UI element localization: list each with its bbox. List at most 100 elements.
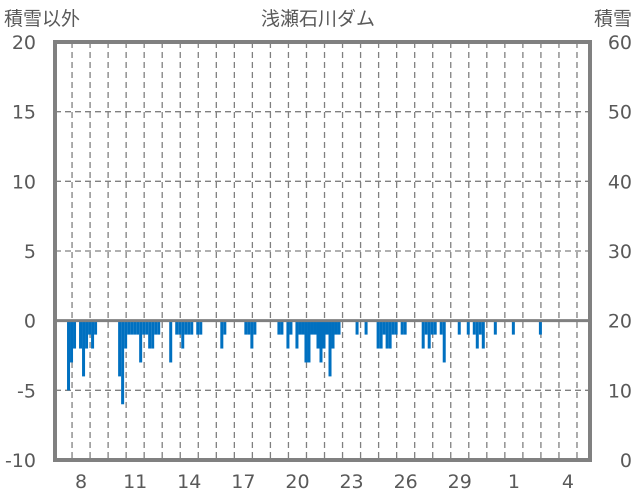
bar [94,320,98,335]
bar [493,320,497,335]
y-tick-label-left: 10 [12,171,36,193]
bar [220,320,224,349]
bar [385,320,389,349]
right-y-ticks: 60 50 40 30 20 10 0 [608,32,632,472]
bar [472,320,476,335]
bar [247,320,251,335]
bar [124,320,128,349]
bar [199,320,203,335]
x-tick-label: 20 [285,471,309,493]
bar [388,320,392,349]
bar [307,320,311,363]
left-axis-label: 積雪以外 [4,8,80,30]
plot-frame [53,40,592,462]
chart-title: 浅瀬石川ダム [261,8,375,30]
bar [376,320,380,349]
y-tick-label-right: 0 [620,450,632,472]
bar [316,320,320,349]
bar [85,320,89,349]
bar [421,320,425,349]
bar [382,320,386,335]
bar [169,320,173,363]
bar [322,320,326,349]
bar [400,320,404,335]
x-tick-label: 26 [394,471,418,493]
bar [136,320,140,335]
bar [196,320,200,335]
bar [427,320,431,349]
y-tick-label-left: 20 [12,32,36,54]
bar [325,320,329,335]
bar [301,320,305,335]
y-tick-label-right: 30 [608,241,632,263]
bar [442,320,446,363]
bar [127,320,131,335]
bar [118,320,122,377]
bar [298,320,302,335]
bar [184,320,188,335]
bar [91,320,95,349]
bar [145,320,149,335]
y-tick-label-left: 5 [24,241,36,263]
bar [277,320,281,335]
bar [355,320,359,335]
x-tick-label: 11 [123,471,147,493]
bar [73,320,77,349]
bar [148,320,152,349]
y-tick-label-left: -10 [5,450,36,472]
x-tick-label: 8 [75,471,87,493]
bar [190,320,194,335]
bar [394,320,398,335]
x-ticks: 8 11 14 17 20 23 26 29 1 4 [75,471,574,493]
bar [286,320,290,349]
x-tick-label: 1 [508,471,520,493]
bar [364,320,368,335]
bar [313,320,317,335]
bar [538,320,542,335]
right-axis-label: 積雪 [594,8,632,30]
bar [481,320,485,349]
bar [328,320,332,377]
bar [379,320,383,349]
bar [82,320,86,377]
bar [430,320,434,335]
bar [334,320,338,335]
bar [310,320,314,335]
bar [154,320,158,335]
bar [478,320,482,335]
x-tick-label: 23 [339,471,363,493]
y-tick-label-right: 50 [608,102,632,124]
y-tick-label-left: -5 [17,380,36,402]
bar [253,320,257,335]
y-tick-label-right: 60 [608,32,632,54]
bar [244,320,248,335]
bar [142,320,146,335]
bar [304,320,308,363]
bar [70,320,74,363]
bar [178,320,182,335]
bar [337,320,341,335]
bar [121,320,125,405]
bar [67,320,71,391]
bar [280,320,284,335]
x-tick-label: 4 [562,471,574,493]
bar [79,320,83,349]
bar [250,320,254,349]
bar [130,320,134,335]
bar [466,320,470,335]
bar [157,320,161,335]
bar [424,320,428,335]
left-y-ticks: 20 15 10 5 0 -5 -10 [5,32,36,472]
bar [391,320,395,335]
bar [475,320,479,349]
x-tick-label: 17 [231,471,255,493]
bar [175,320,179,335]
bar [319,320,323,363]
y-tick-label-left: 0 [24,311,36,333]
gridlines [55,42,590,460]
bar [289,320,293,335]
y-tick-label-right: 20 [608,311,632,333]
y-tick-label-right: 40 [608,171,632,193]
bar [511,320,515,335]
bar [139,320,143,363]
